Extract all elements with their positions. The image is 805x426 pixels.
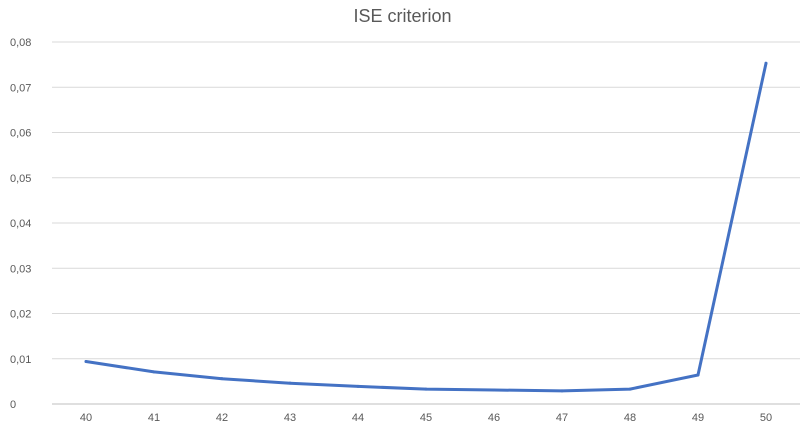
x-tick-label: 40 [80,412,92,424]
gridlines [52,41,800,405]
series-layer [84,61,768,393]
x-tick-label: 42 [216,412,228,424]
x-tick-label: 45 [420,412,432,424]
data-point [288,381,292,385]
x-tick-label: 47 [556,412,568,424]
data-point [84,359,88,363]
y-tick-label: 0,04 [10,218,31,230]
data-point [628,387,632,391]
x-tick-label: 46 [488,412,500,424]
x-tick-label: 44 [352,412,364,424]
y-tick-label: 0,05 [10,173,31,185]
data-point [764,61,768,65]
data-point [356,384,360,388]
x-tick-label: 49 [692,412,704,424]
y-tick-label: 0,08 [10,37,31,49]
x-tick-label: 41 [148,412,160,424]
y-tick-label: 0,01 [10,354,31,366]
y-axis-tick-labels: 0 0,01 0,02 0,03 0,04 0,05 0,06 0,07 0,08 [10,37,31,411]
data-point [560,389,564,393]
y-tick-label: 0,03 [10,263,31,275]
data-point [424,387,428,391]
x-tick-label: 43 [284,412,296,424]
data-point [220,377,224,381]
y-tick-label: 0 [10,399,16,411]
data-point [492,388,496,392]
x-tick-label: 50 [760,412,772,424]
x-tick-label: 48 [624,412,636,424]
chart-title: ISE criterion [353,6,452,26]
y-tick-label: 0,06 [10,128,31,140]
series-line [84,61,768,393]
data-point [152,370,156,374]
data-point [696,373,700,377]
y-tick-label: 0,02 [10,309,31,321]
x-axis-tick-labels: 40 41 42 43 44 45 46 47 48 49 50 [80,412,772,424]
y-tick-label: 0,07 [10,82,31,94]
